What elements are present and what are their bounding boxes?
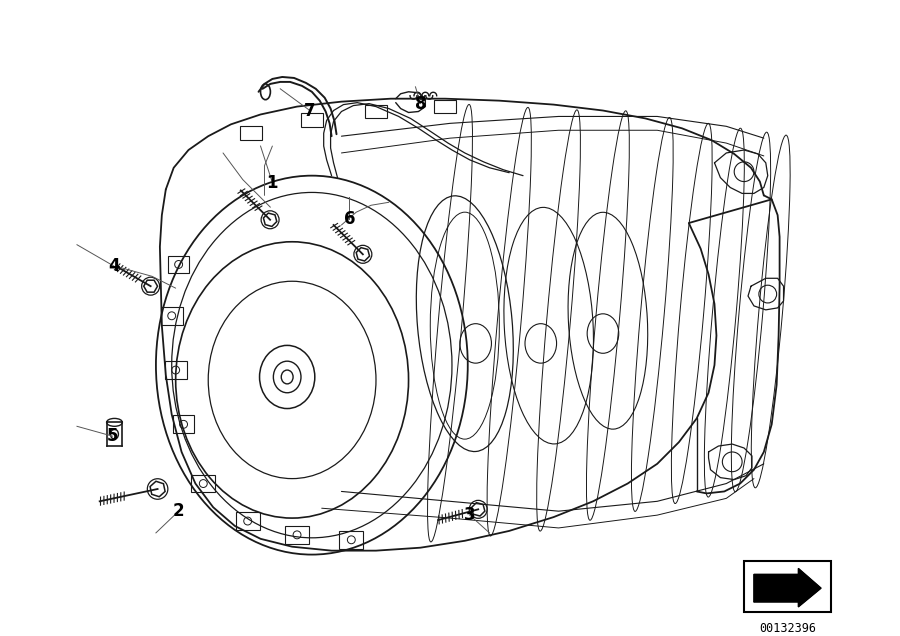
Bar xyxy=(239,127,262,140)
Bar xyxy=(365,104,387,118)
Bar xyxy=(236,512,259,530)
Bar xyxy=(434,100,456,113)
Bar xyxy=(285,526,309,544)
Bar xyxy=(301,113,323,127)
Text: 7: 7 xyxy=(304,102,316,120)
Text: 2: 2 xyxy=(173,502,184,520)
Bar xyxy=(165,361,186,379)
Bar xyxy=(339,531,364,549)
Text: 6: 6 xyxy=(344,210,356,228)
Text: 1: 1 xyxy=(266,174,278,191)
Text: 4: 4 xyxy=(109,258,121,275)
Text: 8: 8 xyxy=(415,95,426,113)
Text: 00132396: 00132396 xyxy=(759,622,816,635)
Text: 5: 5 xyxy=(107,427,118,445)
Bar xyxy=(173,415,194,433)
Bar xyxy=(744,560,831,612)
Bar xyxy=(192,474,215,492)
Polygon shape xyxy=(754,569,821,607)
Bar xyxy=(161,307,183,324)
Bar xyxy=(167,256,190,273)
Text: 3: 3 xyxy=(464,506,475,524)
